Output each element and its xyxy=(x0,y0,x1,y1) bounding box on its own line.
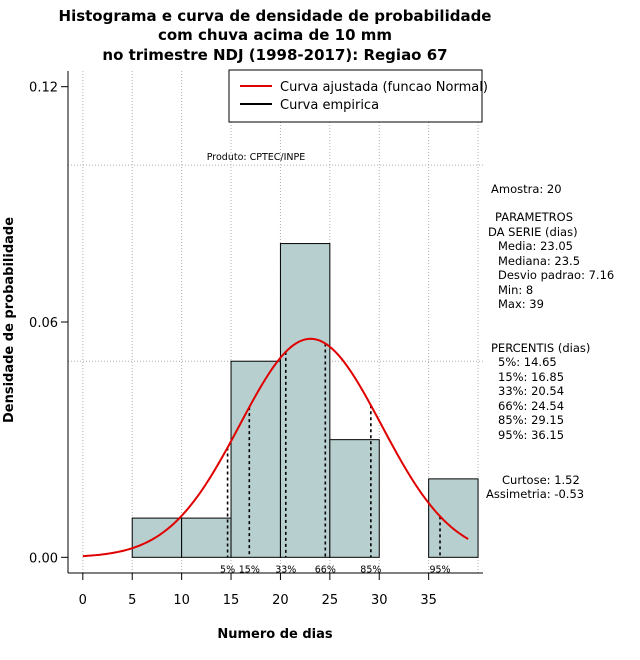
chart-title-line-1: Histograma e curva de densidade de proba… xyxy=(59,7,492,25)
percentile-label-3: 66% xyxy=(315,564,336,575)
stat-amostra: Amostra: 20 xyxy=(491,182,562,196)
fitted-normal-curve xyxy=(82,337,469,558)
stat-p5: 5%: 14.65 xyxy=(498,355,557,369)
x-tick-label-10: 10 xyxy=(173,593,190,608)
legend-label-empirical: Curva empirica xyxy=(280,98,379,113)
side-panel: Amostra: 20 PARAMETROS DA SERIE (dias) M… xyxy=(486,182,614,501)
legend-label-fitted: Curva ajustada (funcao Normal) xyxy=(280,80,488,95)
stat-param-title: PARAMETROS xyxy=(495,210,573,224)
x-tick-label-30: 30 xyxy=(371,593,388,608)
histogram-bar-3 xyxy=(279,243,331,558)
stat-param-sub: DA SERIE (dias) xyxy=(488,225,578,239)
stat-media: Media: 23.05 xyxy=(498,239,573,253)
stat-desvio: Desvio padrao: 7.16 xyxy=(498,268,614,282)
x-axis-label: Numero de dias xyxy=(217,627,333,642)
stat-curtose: Curtose: 1.52 xyxy=(502,473,580,487)
bars-layer xyxy=(131,243,479,558)
percentile-label-4: 85% xyxy=(360,564,381,575)
x-tick-label-0: 0 xyxy=(79,593,87,608)
stat-p85: 85%: 29.15 xyxy=(498,413,564,427)
product-label: Produto: CPTEC/INPE xyxy=(207,152,306,163)
x-tick-label-15: 15 xyxy=(223,593,240,608)
x-tick-label-35: 35 xyxy=(420,593,437,608)
stat-percentis-title: PERCENTIS (dias) xyxy=(491,341,590,355)
legend: Curva ajustada (funcao Normal) Curva emp… xyxy=(228,69,488,123)
stat-max: Max: 39 xyxy=(498,297,544,311)
percentile-lines-layer: 5% 15% 33% 66% 85% 95% xyxy=(220,343,451,575)
histogram-bar-1 xyxy=(181,517,232,558)
y-tick-label-0: 0.00 xyxy=(29,551,58,566)
stat-p15: 15%: 16.85 xyxy=(498,370,564,384)
axes-layer: 0 5 10 15 20 25 30 35 0.00 0.06 0.12 xyxy=(29,71,483,608)
percentile-label-1: 15% xyxy=(239,564,260,575)
y-tick-label-2: 0.12 xyxy=(29,81,58,96)
stat-assimetria: Assimetria: -0.53 xyxy=(486,487,584,501)
histogram-bar-6 xyxy=(428,478,479,558)
percentile-label-5: 95% xyxy=(429,564,450,575)
stat-p95: 95%: 36.15 xyxy=(498,428,564,442)
chart-title-line-3: no trimestre NDJ (1998-2017): Regiao 67 xyxy=(102,46,447,64)
histogram-bar-2 xyxy=(230,360,281,558)
stat-min: Min: 8 xyxy=(498,283,533,297)
x-tick-label-5: 5 xyxy=(128,593,136,608)
histogram-bar-4 xyxy=(329,439,380,558)
stat-p66: 66%: 24.54 xyxy=(498,399,564,413)
y-tick-label-1: 0.06 xyxy=(29,316,58,331)
stat-p33: 33%: 20.54 xyxy=(498,384,564,398)
x-tick-label-25: 25 xyxy=(322,593,339,608)
stat-mediana: Mediana: 23.5 xyxy=(498,254,580,268)
y-axis-label: Densidade de probabilidade xyxy=(2,217,17,423)
x-tick-label-20: 20 xyxy=(272,593,289,608)
percentile-label-0: 5% xyxy=(220,564,235,575)
curve-layer xyxy=(82,337,469,558)
legend-box xyxy=(228,69,483,123)
chart-title-line-2: com chuva acima de 10 mm xyxy=(158,26,392,44)
percentile-label-2: 33% xyxy=(275,564,296,575)
